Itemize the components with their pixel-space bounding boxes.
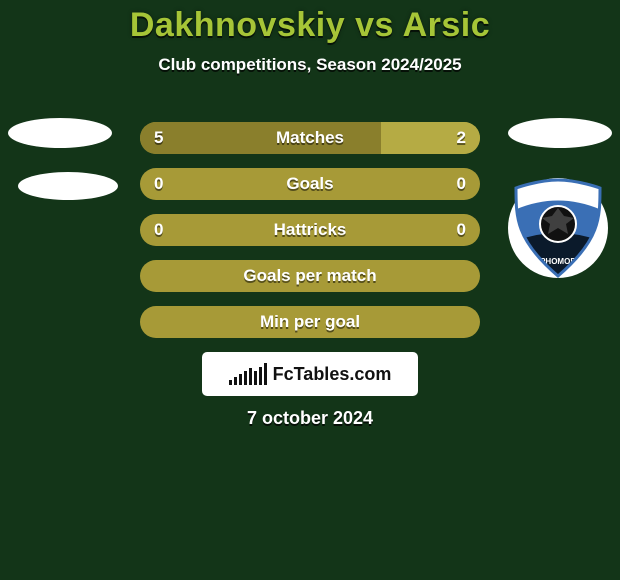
bar-label: Goals [140, 174, 480, 194]
bar-label: Matches [140, 128, 480, 148]
footer-date: 7 october 2024 [0, 408, 620, 429]
bar-label: Min per goal [140, 312, 480, 332]
bar-chart-icon [229, 363, 267, 385]
bar-matches: 5 Matches 2 [140, 122, 480, 154]
left-club-badge-1 [8, 118, 112, 148]
bar-label: Hattricks [140, 220, 480, 240]
left-club-badge-2 [18, 172, 118, 200]
right-club-badge-1 [508, 118, 612, 148]
bar-min-per-goal: Min per goal [140, 306, 480, 338]
bar-goals: 0 Goals 0 [140, 168, 480, 200]
comparison-infographic: Dakhnovskiy vs Arsic Club competitions, … [0, 0, 620, 580]
page-title: Dakhnovskiy vs Arsic [0, 0, 620, 45]
shield-crest-icon: ЧЕРНОМОРЕЦ [508, 178, 608, 278]
subtitle: Club competitions, Season 2024/2025 [0, 55, 620, 75]
bar-value-right: 0 [457, 220, 466, 240]
bar-value-right: 0 [457, 174, 466, 194]
bar-label: Goals per match [140, 266, 480, 286]
bar-hattricks: 0 Hattricks 0 [140, 214, 480, 246]
stat-bars: 5 Matches 2 0 Goals 0 0 Hattricks 0 Goal… [140, 122, 480, 352]
logo-text: FcTables.com [273, 364, 392, 385]
bar-goals-per-match: Goals per match [140, 260, 480, 292]
bar-value-right: 2 [457, 128, 466, 148]
right-club-crest: ЧЕРНОМОРЕЦ [508, 178, 612, 282]
source-logo: FcTables.com [202, 352, 418, 396]
